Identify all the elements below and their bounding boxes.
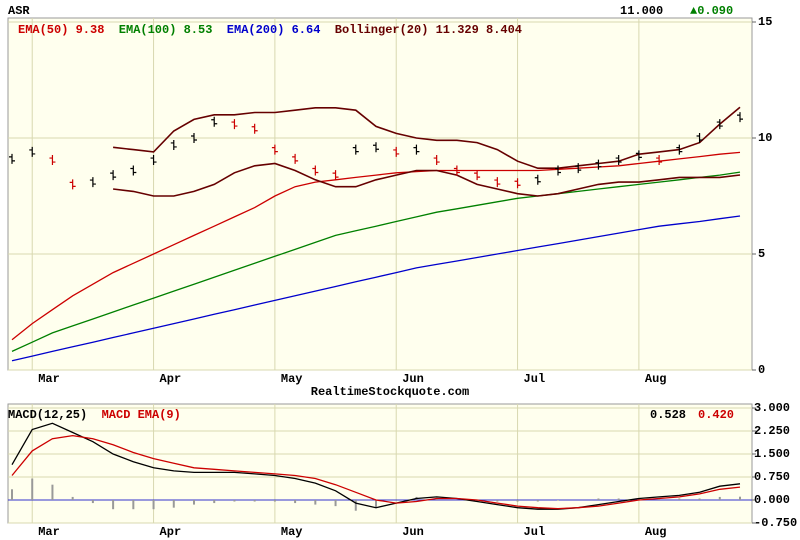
legend-name: MACD EMA(9): [102, 408, 181, 422]
y-tick-label: 3.000: [754, 401, 790, 415]
legend-value: 11.329 8.404: [436, 23, 522, 37]
x-tick-label: Aug: [645, 525, 667, 539]
y-tick-label: 0.000: [754, 493, 790, 507]
price-bar: [615, 155, 622, 166]
x-tick-label: May: [281, 372, 303, 386]
price-bar: [737, 112, 743, 123]
x-tick-label: Jul: [524, 525, 546, 539]
price-bar: [332, 170, 339, 181]
y-tick-label: 15: [758, 15, 772, 29]
last-price: 11.000: [620, 4, 663, 18]
price-bar: [9, 153, 15, 164]
price-bar: [514, 178, 521, 189]
series-line: [11, 151, 741, 341]
price-bar: [494, 177, 501, 188]
x-tick-label: Mar: [38, 372, 60, 386]
price-bar: [453, 165, 460, 176]
x-tick-label: Mar: [38, 525, 60, 539]
legend-name: Bollinger(20): [335, 23, 429, 37]
series-line: [11, 171, 741, 352]
x-tick-label: Jul: [524, 372, 546, 386]
price-bar: [373, 142, 379, 153]
price-bar: [110, 170, 117, 181]
price-bar: [69, 179, 76, 190]
price-bar: [170, 139, 177, 150]
y-tick-label: 0.750: [754, 470, 790, 484]
y-tick-label: 10: [758, 131, 772, 145]
x-tick-label: Apr: [160, 525, 182, 539]
legend-name: EMA(100): [119, 23, 177, 37]
price-bar: [656, 155, 663, 166]
legend-value: 0.528: [650, 408, 686, 422]
price-bar: [555, 165, 561, 176]
x-tick-label: Jun: [402, 372, 424, 386]
y-tick-label: 5: [758, 247, 765, 261]
price-bar: [191, 133, 197, 143]
price-bar: [271, 144, 278, 155]
series-line: [11, 434, 741, 510]
price-bar: [595, 159, 602, 170]
price-bar: [49, 155, 56, 166]
series-line: [113, 106, 741, 169]
price-bar: [211, 116, 218, 127]
y-tick-label: 1.500: [754, 447, 790, 461]
legend-name: MACD(12,25): [8, 408, 87, 422]
legend-value: 6.64: [292, 23, 321, 37]
legend-value: 9.38: [76, 23, 105, 37]
price-bar: [534, 174, 541, 185]
price-bar: [676, 144, 683, 155]
legend-name: EMA(50): [18, 23, 68, 37]
y-tick-label: 2.250: [754, 424, 790, 438]
price-bar: [352, 144, 359, 155]
series-line: [11, 422, 741, 510]
series-line: [11, 215, 741, 362]
y-tick-label: 0: [758, 363, 765, 377]
watermark: RealtimeStockquote.com: [311, 385, 469, 399]
price-bar: [29, 146, 36, 157]
symbol: ASR: [8, 4, 30, 18]
price-bar: [413, 144, 420, 155]
legend-value: 0.420: [698, 408, 734, 422]
price-bar: [716, 119, 723, 130]
price-bar: [635, 150, 642, 161]
price-bar: [251, 123, 258, 134]
price-bar: [292, 153, 299, 164]
x-tick-label: May: [281, 525, 303, 539]
price-bar: [312, 165, 319, 176]
y-tick-label: -0.750: [754, 516, 797, 530]
price-bar: [433, 155, 440, 166]
series-line: [113, 162, 741, 197]
price-bar: [130, 165, 137, 176]
price-bar: [150, 155, 157, 166]
x-tick-label: Apr: [160, 372, 182, 386]
price-bar: [393, 146, 400, 157]
price-bar: [231, 119, 238, 130]
price-bar: [696, 133, 703, 143]
plot-area: [7, 403, 753, 524]
price-bar: [575, 163, 582, 174]
price-bar: [89, 177, 96, 188]
legend-name: EMA(200): [227, 23, 285, 37]
legend-value: 8.53: [184, 23, 213, 37]
x-tick-label: Jun: [402, 525, 424, 539]
x-tick-label: Aug: [645, 372, 667, 386]
price-bar: [474, 170, 481, 181]
plot-area: [7, 17, 753, 371]
price-change: ▲0.090: [690, 4, 733, 18]
